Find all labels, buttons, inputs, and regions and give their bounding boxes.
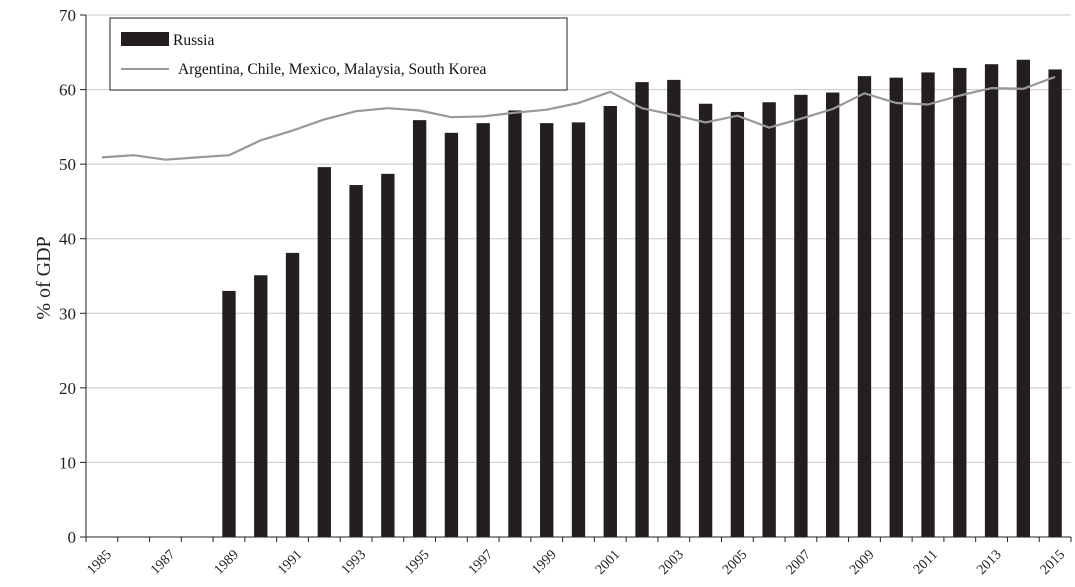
x-tick-label: 2005 — [720, 547, 750, 577]
bar-russia — [476, 123, 490, 537]
y-tick-label: 70 — [59, 6, 76, 25]
bar-russia — [603, 105, 617, 537]
bar-russia — [381, 173, 395, 537]
legend-swatch-russia — [121, 32, 169, 46]
x-tick-label: 2001 — [593, 547, 623, 577]
x-tick-labels: 1985 1987 1989 1991 1993 1995 1997 1999 2001 2003… — [85, 547, 1069, 577]
bar-russia — [317, 167, 331, 537]
x-tick-label: 2015 — [1038, 547, 1068, 577]
x-tick-label: 1993 — [339, 547, 369, 577]
bar-russia — [1016, 59, 1031, 537]
bar-russia — [698, 103, 713, 538]
x-tick-label: 2013 — [974, 547, 1004, 577]
x-tick-label: 1995 — [402, 547, 432, 577]
y-tick-label: 60 — [59, 81, 76, 100]
bar-russia — [921, 72, 935, 538]
x-tick-label: 2011 — [911, 547, 941, 577]
bar-russia — [667, 79, 681, 538]
bar-russia — [857, 76, 872, 538]
bar-russia — [508, 110, 522, 538]
russia-bars — [222, 59, 1062, 538]
x-tick-label: 2009 — [847, 547, 877, 577]
bar-russia — [889, 77, 903, 537]
bar-russia — [635, 82, 649, 537]
x-tick-label: 1989 — [212, 547, 242, 577]
bar-russia — [762, 102, 776, 538]
line-comparison-countries — [101, 75, 1056, 161]
legend-box — [109, 17, 568, 91]
axes — [80, 14, 1072, 542]
bar-russia — [571, 122, 586, 537]
legend-label-russia: Russia — [173, 32, 214, 49]
y-tick-label: 50 — [59, 155, 76, 174]
bar-russia — [730, 111, 745, 537]
y-tick-label: 0 — [68, 528, 77, 547]
bar-russia — [794, 94, 808, 537]
bar-russia — [349, 185, 363, 537]
y-tick-label: 20 — [59, 379, 76, 398]
x-tick-label: 2007 — [784, 547, 814, 577]
bar-russia — [953, 67, 967, 538]
bar-russia — [254, 275, 268, 537]
bar-russia — [984, 64, 999, 538]
legend: Russia Argentina, Chile, Mexico, Malaysi… — [109, 17, 568, 91]
x-tick-label: 1987 — [148, 547, 178, 577]
y-tick-label: 30 — [59, 304, 76, 323]
x-tick-label: 1999 — [529, 547, 559, 577]
x-tick-label: 2003 — [656, 547, 686, 577]
bar-russia — [826, 92, 840, 537]
bar-russia — [1048, 69, 1062, 538]
x-tick-label: 1991 — [275, 547, 305, 577]
y-axis-title: % of GDP — [33, 236, 55, 319]
y-tick-labels: 0 10 20 30 40 50 60 70 — [59, 6, 76, 547]
y-tick-label: 10 — [59, 453, 76, 472]
y-tick-label: 40 — [59, 230, 76, 249]
bar-russia — [222, 290, 236, 537]
comparison-line — [101, 75, 1056, 161]
x-tick-label: 1997 — [466, 547, 496, 577]
legend-label-comparison: Argentina, Chile, Mexico, Malaysia, Sout… — [178, 61, 486, 78]
bar-russia — [444, 132, 459, 537]
bar-russia — [540, 123, 554, 537]
bar-russia — [412, 120, 427, 537]
bar-russia — [285, 252, 300, 537]
x-tick-label: 1985 — [85, 547, 115, 577]
